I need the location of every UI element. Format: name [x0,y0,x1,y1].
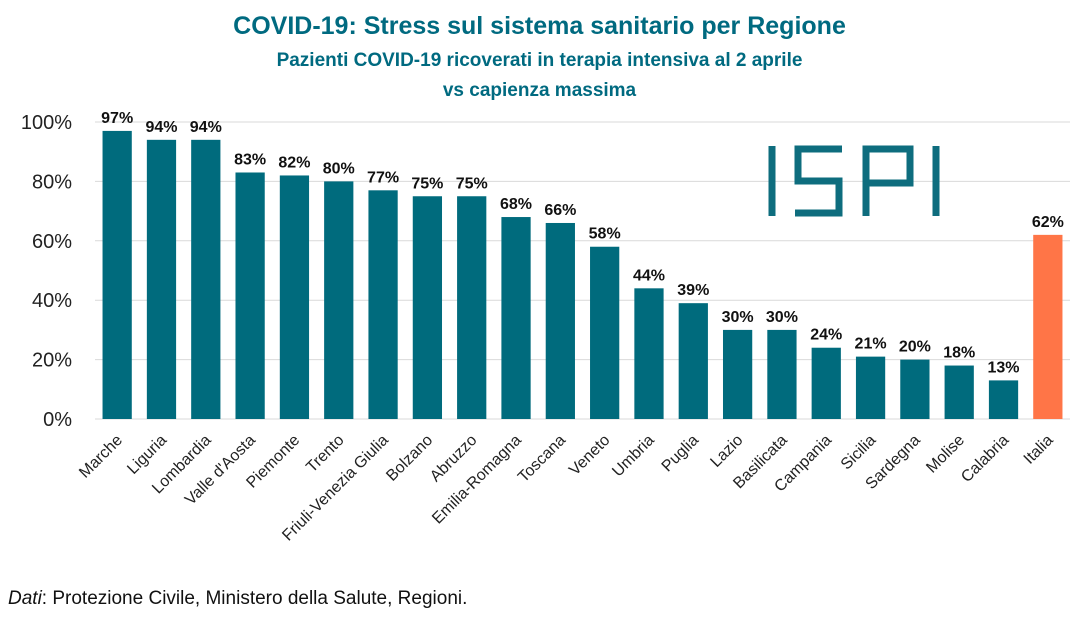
value-label: 94% [190,119,222,136]
bar [324,181,354,419]
bar [545,222,575,419]
logo-letter-s [794,145,843,217]
source-note: Dati: Protezione Civile, Ministero della… [8,588,467,610]
y-tick-label: 100% [21,112,72,134]
bar [412,196,443,419]
bar [900,359,930,419]
x-tick-label: Sicilia [838,432,880,474]
value-label: 39% [677,282,709,299]
bar [634,288,664,419]
bar [501,217,531,419]
bar [590,246,620,419]
x-tick-label: Marche [76,432,126,482]
value-label: 44% [633,267,665,284]
value-label: 75% [456,175,488,192]
x-tick-label: Umbria [609,432,658,481]
value-label: 77% [367,169,399,186]
value-label: 58% [589,226,621,243]
bars [102,130,1063,419]
value-label: 82% [278,154,310,171]
bar [368,190,398,419]
chart-title: COVID-19: Stress sul sistema sanitario p… [233,12,846,40]
x-tick-label: Veneto [566,432,613,479]
bar [146,139,177,419]
x-tick-label: Italia [1021,432,1057,468]
value-label: 62% [1032,214,1064,231]
value-label: 24% [810,327,842,344]
x-tick-label: Calabria [958,432,1012,486]
bar [678,303,708,419]
y-tick-label: 0% [43,409,72,431]
x-tick-label: Puglia [659,432,703,476]
bar [191,139,221,419]
bar [722,329,753,419]
source-text: : Protezione Civile, Ministero della Sal… [41,588,468,609]
bar [279,175,310,419]
bar [811,347,841,419]
y-tick-label: 20% [32,350,72,372]
logo-letter-p [862,145,914,216]
bar [102,130,132,419]
y-axis-ticks: 0% 20% 40% 60% 80% 100% [21,112,72,431]
y-tick-label: 60% [32,231,72,253]
bar [944,365,974,419]
x-tick-label: Toscana [515,432,569,486]
bar [457,196,487,419]
chart-subtitle-line1: Pazienti COVID-19 ricoverati in terapia … [276,50,803,71]
bar [1033,234,1063,419]
value-label: 66% [544,202,576,219]
value-label: 75% [411,175,443,192]
value-label: 83% [234,151,266,168]
value-label: 97% [101,110,133,127]
value-label: 68% [500,196,532,213]
value-labels: 97% 94% 94% 83% 82% 80% 77% 75% 75% 68% 66% 58% 44% 3… [101,110,1064,376]
bar [767,329,797,419]
ispi-logo: ISPI [768,145,940,217]
bar [988,380,1019,419]
y-tick-label: 40% [32,290,72,312]
value-label: 80% [323,160,355,177]
value-label: 30% [766,309,798,326]
value-label: 21% [855,336,887,353]
value-label: 20% [899,339,931,356]
y-tick-label: 80% [32,171,72,193]
value-label: 30% [722,309,754,326]
value-label: 13% [988,359,1020,376]
bar [235,172,265,419]
bar [855,356,886,419]
value-label: 94% [145,119,177,136]
source-label: Dati [8,588,42,609]
chart-subtitle-line2: vs capienza massima [442,80,637,101]
x-tick-label: Lazio [707,432,746,471]
x-tick-label: Bolzano [383,432,436,485]
value-label: 18% [943,345,975,362]
